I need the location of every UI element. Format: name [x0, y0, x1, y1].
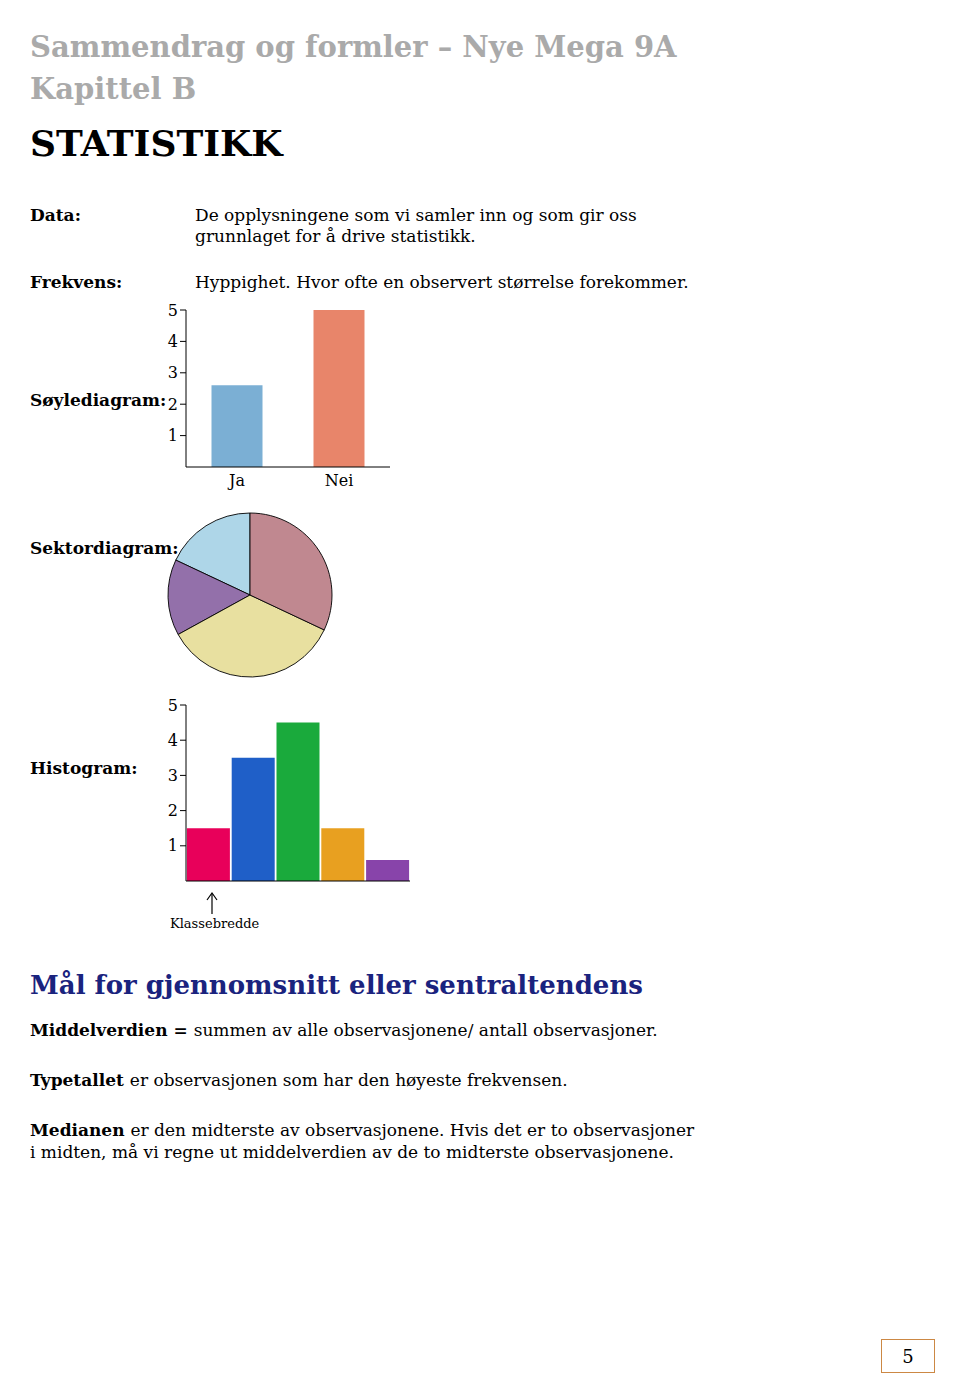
html-text:Middelverdien = summen av alle: Middelverdien = summen av alle observasj…	[30, 1020, 658, 1040]
svg-text:Ja: Ja	[227, 471, 245, 490]
svg-text:3: 3	[168, 363, 178, 382]
html-text:grunnlaget for å drive statist: grunnlaget for å drive statistikk.	[195, 226, 476, 246]
html-text:Mål for gjennomsnitt eller sen: Mål for gjennomsnitt eller sentraltenden…	[30, 970, 643, 1000]
html-text:Kapittel B: Kapittel B	[30, 72, 197, 106]
html-text:Typetallet er observasjonen so: Typetallet er observasjonen som har den …	[30, 1070, 568, 1090]
html-text:STATISTIKK: STATISTIKK	[30, 122, 283, 164]
html-text:Søylediagram:: Søylediagram:	[30, 390, 167, 410]
svg-text:1: 1	[168, 836, 178, 855]
svg-text:3: 3	[168, 766, 178, 785]
html-text:Sammendrag og formler – Nye Me: Sammendrag og formler – Nye Mega 9A	[30, 30, 677, 64]
html-text:Medianen er den midterste av o: Medianen er den midterste av observasjon…	[30, 1120, 695, 1140]
html-text:Frekvens:: Frekvens:	[30, 272, 123, 292]
html-text:Hyppighet. Hvor ofte en observ: Hyppighet. Hvor ofte en observert større…	[195, 272, 689, 292]
svg-text:4: 4	[168, 332, 178, 351]
svg-text:1: 1	[168, 426, 178, 445]
html-text:Histogram:: Histogram:	[30, 758, 138, 778]
svg-text:4: 4	[168, 731, 178, 750]
svg-text:5: 5	[168, 301, 178, 320]
svg-text:2: 2	[168, 395, 178, 414]
html-text:5: 5	[902, 1345, 914, 1367]
html-text:Sektordiagram:: Sektordiagram:	[30, 538, 179, 558]
html-text:Klassebredde: Klassebredde	[170, 916, 260, 931]
svg-text:Nei: Nei	[325, 471, 354, 490]
html-text:i midten, må vi regne ut midde: i midten, må vi regne ut middelverdien a…	[30, 1142, 674, 1162]
html-text:Data:: Data:	[30, 205, 81, 225]
svg-text:5: 5	[168, 696, 178, 715]
svg-text:2: 2	[168, 801, 178, 820]
html-text:De opplysningene som vi samler: De opplysningene som vi samler inn og so…	[195, 205, 637, 225]
